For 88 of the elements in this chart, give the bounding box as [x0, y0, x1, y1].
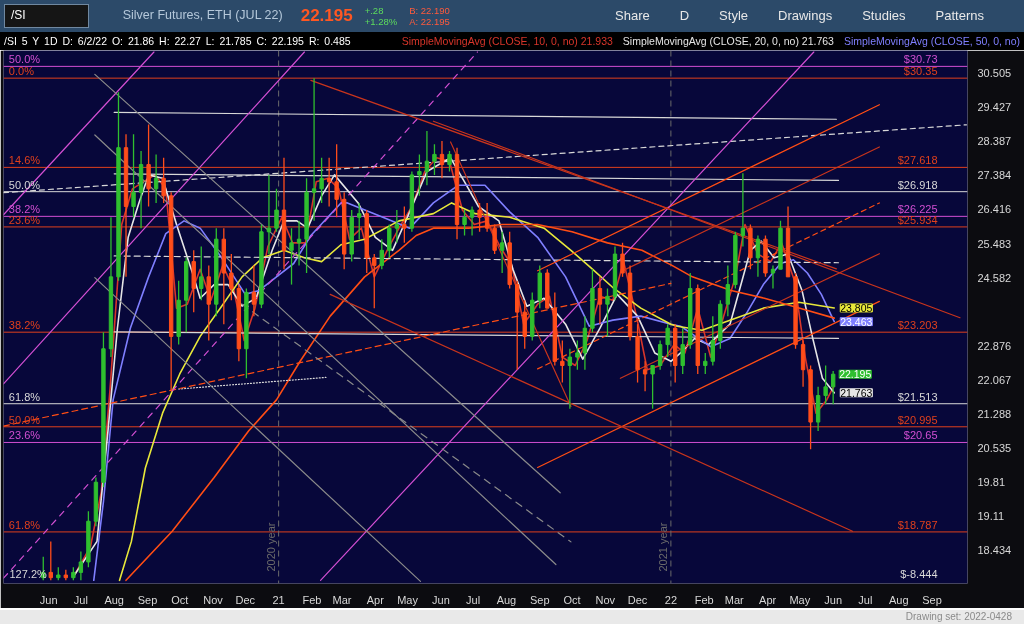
data-label: 21.763: [840, 386, 873, 399]
text: +.28: [364, 5, 385, 16]
y-tick-label: 30.505: [977, 67, 1012, 80]
x-tick-label: Apr: [366, 593, 385, 606]
ref-line-label: $20.995: [897, 413, 938, 426]
text: +1.28%: [364, 16, 398, 27]
y-tick-label: 26.416: [977, 203, 1012, 216]
x-tick-label: Nov: [203, 593, 224, 606]
text: Share: [615, 6, 650, 25]
annotation: 23.6%: [8, 429, 41, 442]
text: /SI: [4, 4, 89, 28]
ref-line-label: $18.787: [897, 518, 938, 531]
x-tick-label: Feb: [302, 593, 322, 606]
text: SimpleMovingAvg (CLOSE, 20, 0, no) 21.763: [622, 33, 834, 49]
annotation: 0.0%: [8, 65, 35, 78]
annotation: 14.6%: [8, 154, 41, 167]
y-tick-label: 29.427: [977, 101, 1012, 114]
ref-line-label: $30.73: [903, 53, 938, 66]
x-tick-label: Mar: [332, 593, 352, 606]
y-tick-label: 22.067: [977, 373, 1012, 386]
x-tick-label: Oct: [563, 593, 581, 606]
y-tick-label: 27.384: [977, 169, 1012, 182]
x-tick-label: Aug: [496, 593, 517, 606]
x-tick-label: Sep: [529, 593, 550, 606]
x-tick-label: Apr: [759, 593, 777, 606]
annotation: 23.6%: [8, 213, 41, 226]
text: Drawing set: 2022-0428: [905, 610, 1012, 624]
ref-line-label: $30.35: [903, 65, 938, 78]
y-tick-label: 19.11: [977, 509, 1005, 522]
annotation: 38.2%: [8, 203, 41, 216]
x-tick-label: Jun: [824, 593, 843, 606]
chart-subtitle: /SI 5 Y 1D D: 6/2/22 O: 21.86 H: 22.27 L: 21.785 C: 22.195 R: 0.485: [4, 33, 351, 49]
x-tick-label: May: [397, 593, 419, 606]
y-tick-label: 22.876: [977, 339, 1012, 352]
x-tick-label: Dec: [627, 593, 648, 606]
x-tick-label: Nov: [595, 593, 616, 606]
text: A: 22.195: [409, 16, 450, 27]
text: B: 22.190: [409, 5, 450, 16]
x-tick-label: Jun: [432, 593, 450, 606]
data-label: 23.463: [840, 315, 873, 328]
text: Patterns: [935, 6, 984, 25]
text: SimpleMovingAvg (CLOSE, 10, 0, no) 21.933: [401, 33, 613, 49]
x-tick-label: Jul: [858, 593, 873, 606]
ref-line-label: $27.618: [897, 154, 938, 167]
annotation: $-8.444: [900, 567, 938, 580]
y-tick-label: 28.387: [977, 135, 1012, 148]
x-tick-label: Jul: [466, 593, 481, 606]
x-tick-label: Feb: [694, 593, 714, 606]
x-tick-label: Oct: [171, 593, 189, 606]
x-tick-label: 22: [664, 593, 678, 606]
ref-line-label: $26.918: [897, 178, 938, 191]
data-label: 23.805: [840, 301, 873, 314]
annotation: 38.2%: [8, 319, 41, 332]
x-tick-label: Sep: [137, 593, 158, 606]
ref-line-label: $25.934: [897, 213, 938, 226]
x-tick-label: Aug: [888, 593, 909, 606]
y-tick-label: 20.535: [977, 441, 1012, 454]
x-tick-label: Jun: [39, 593, 58, 606]
x-tick-label: May: [789, 593, 811, 606]
y-tick-label: 19.81: [977, 475, 1006, 488]
ref-line-label: 2021 year: [656, 522, 669, 572]
annotation: 22.195: [839, 368, 872, 381]
y-tick-label: 25.483: [977, 237, 1012, 250]
text: SimpleMovingAvg (CLOSE, 50, 0, no): [843, 33, 1020, 49]
ref-line-label: $20.65: [903, 429, 938, 442]
text: Drawings: [778, 6, 833, 25]
text: Style: [719, 6, 749, 25]
y-tick-label: 21.288: [977, 407, 1012, 420]
ref-line-label: $23.203: [897, 319, 938, 332]
chart-title: Silver Futures, ETH (JUL 22): [122, 7, 283, 25]
ref-line-label: $21.513: [897, 390, 938, 403]
x-tick-label: Mar: [724, 593, 745, 606]
annotation: 61.8%: [8, 390, 41, 403]
x-tick-label: Jul: [73, 593, 88, 606]
x-tick-label: Aug: [104, 593, 124, 606]
ref-line-label: 2020 year: [264, 522, 277, 572]
x-tick-label: Sep: [922, 593, 942, 606]
annotation: 61.8%: [8, 518, 41, 531]
ref-line-label: $26.225: [897, 203, 938, 216]
annotation: 50.0%: [8, 53, 41, 66]
text: D: [679, 6, 690, 25]
y-tick-label: 24.582: [977, 271, 1012, 284]
text: Studies: [862, 6, 906, 25]
y-tick-label: 18.434: [977, 543, 1012, 556]
annotation: 50.0%: [8, 413, 41, 426]
x-tick-label: Dec: [235, 593, 256, 606]
text: 22.195: [300, 5, 353, 25]
x-tick-label: 21: [272, 593, 285, 606]
